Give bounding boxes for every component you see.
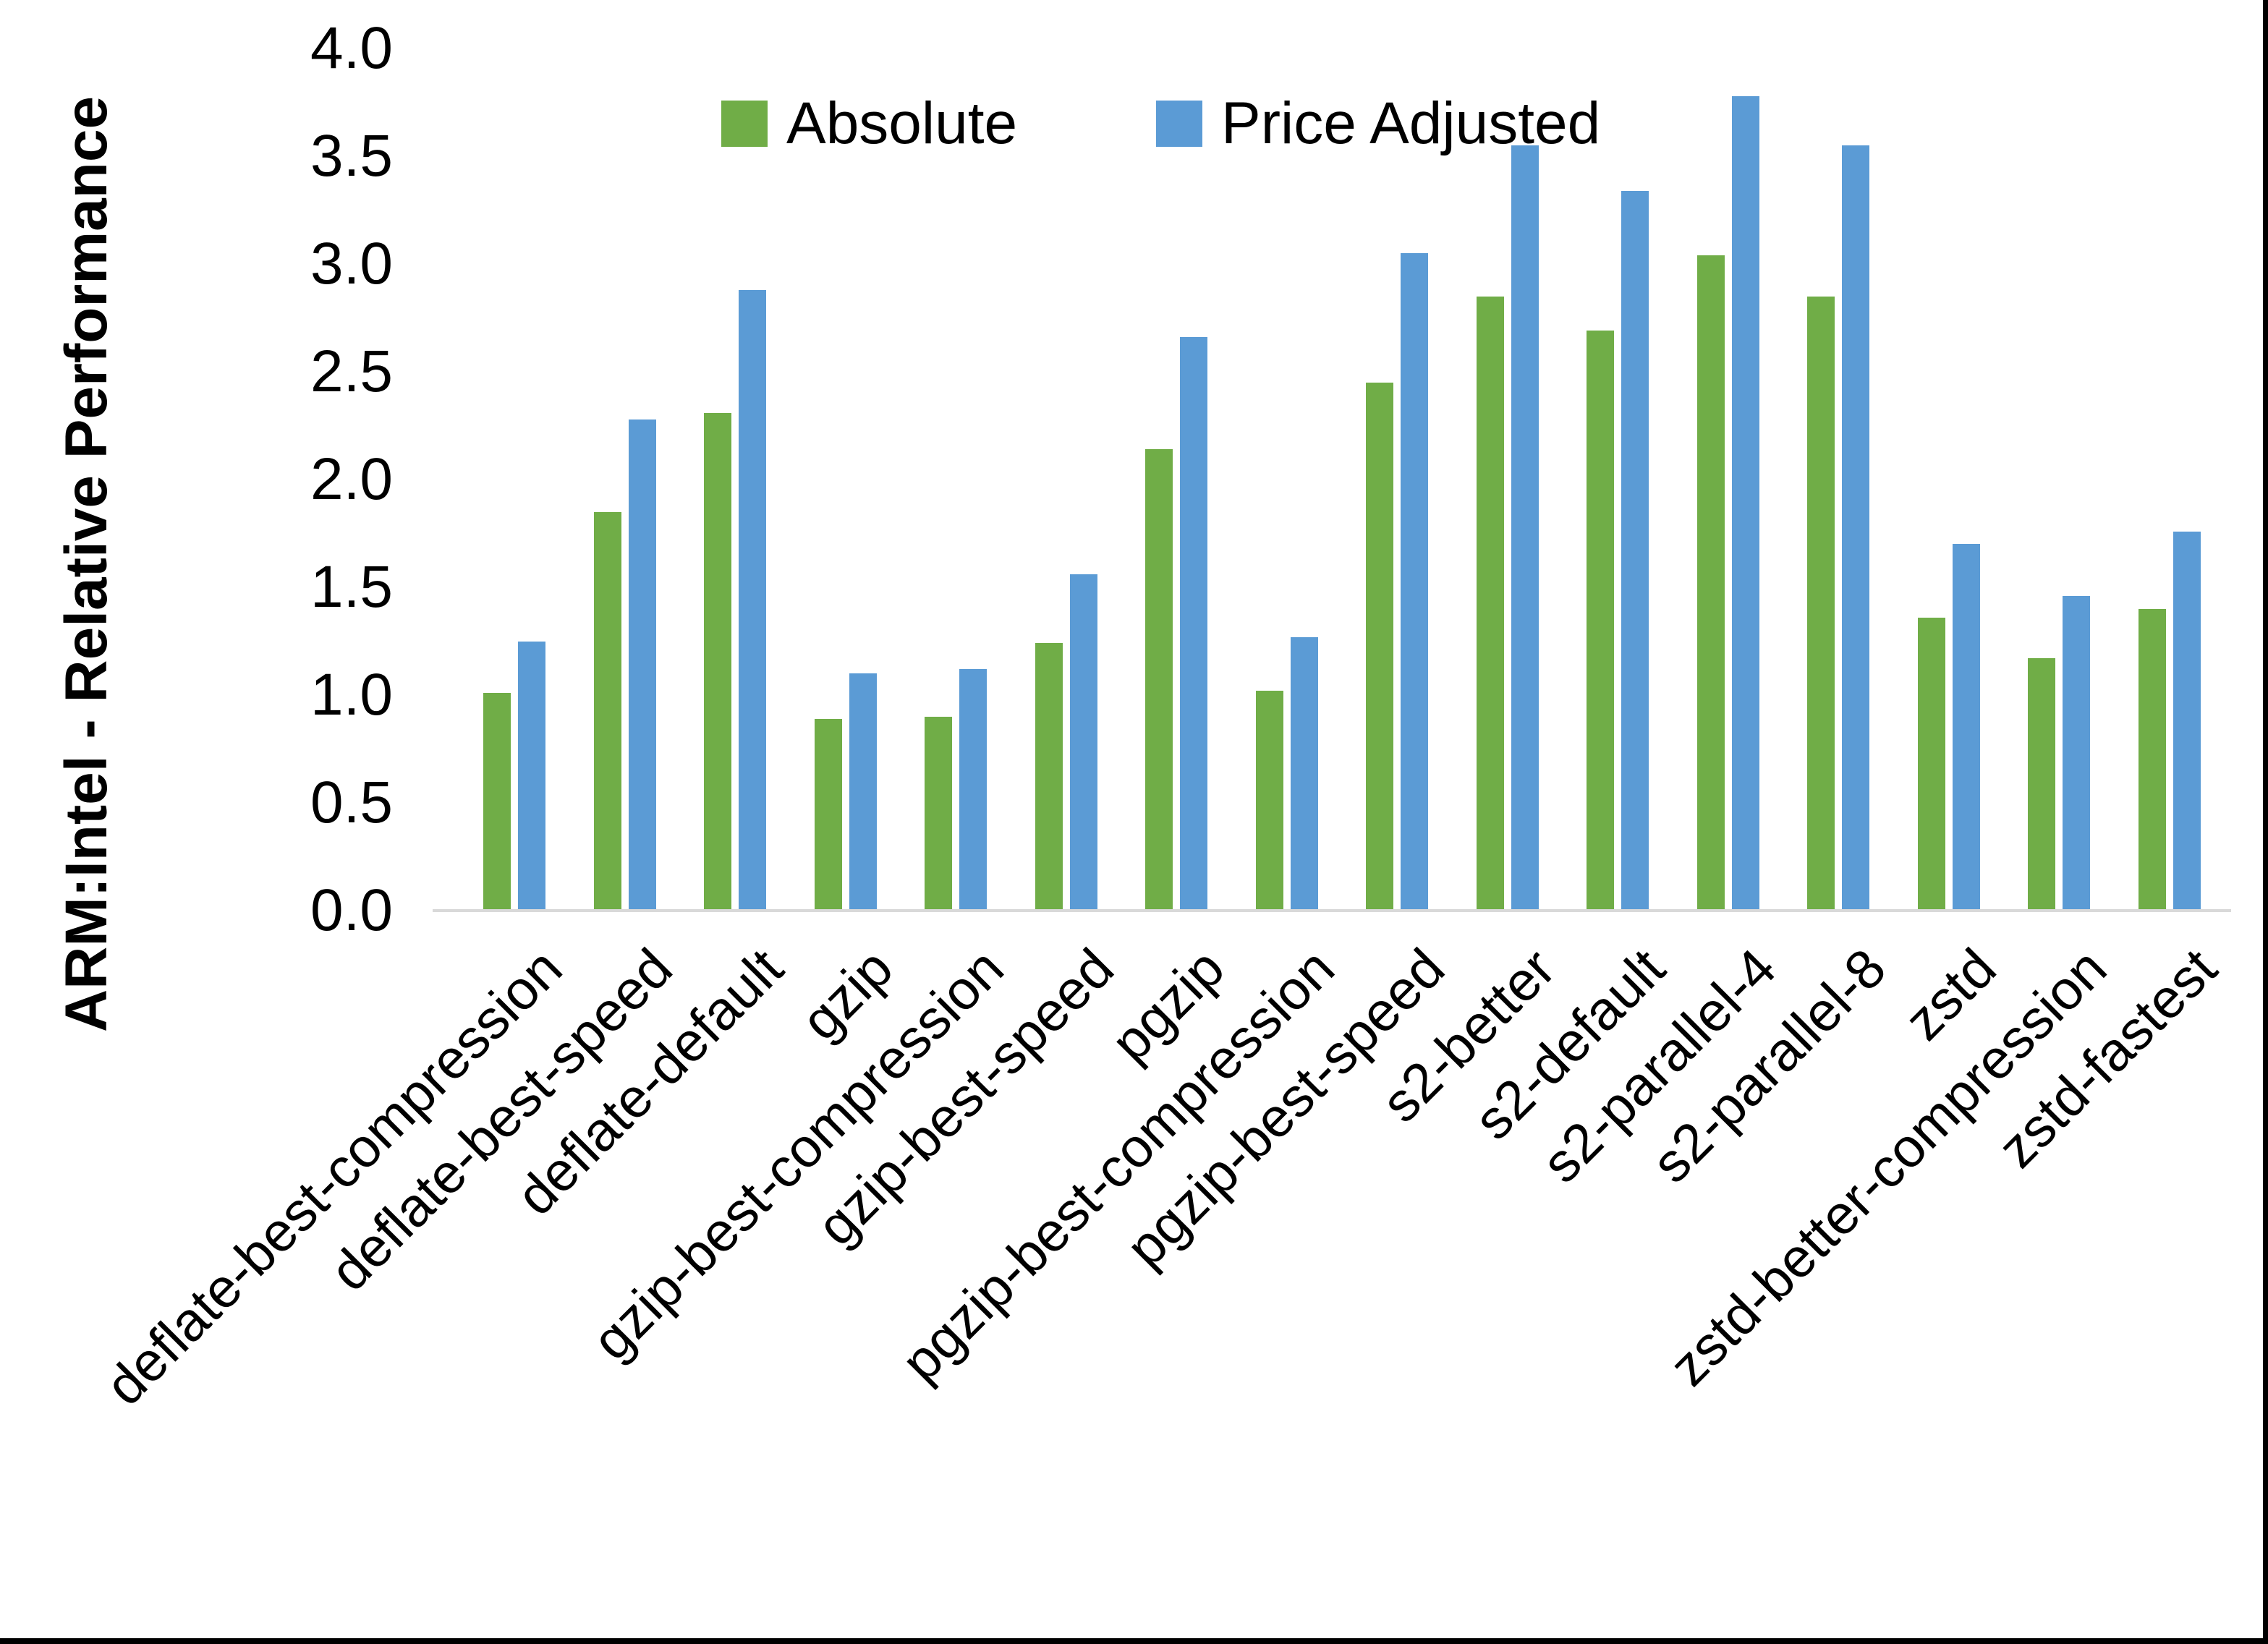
bar-price-adjusted-s2-better — [1511, 145, 1539, 911]
bar-group-pgzip-best-compression — [1232, 48, 1343, 911]
bar-price-adjusted-deflate-default — [739, 289, 767, 911]
y-tick-label-0.0: 0.0 — [310, 877, 393, 943]
bar-absolute-gzip — [814, 718, 842, 911]
bar-group-s2-better — [1453, 48, 1563, 911]
bar-group-gzip — [791, 48, 901, 911]
bar-price-adjusted-zstd-better-compression — [2063, 595, 2091, 911]
bar-absolute-gzip-best-speed — [1035, 643, 1063, 911]
bar-absolute-deflate-best-compression — [483, 693, 511, 911]
bar-price-adjusted-gzip — [849, 673, 877, 911]
bar-absolute-gzip-best-compression — [925, 716, 953, 911]
x-axis-line — [433, 909, 2231, 912]
bar-absolute-s2-default — [1587, 331, 1615, 911]
bar-group-zstd-better-compression — [2004, 48, 2115, 911]
plot-area — [459, 48, 2225, 911]
bar-price-adjusted-pgzip-best-compression — [1290, 636, 1318, 911]
bar-absolute-s2-parallel-4 — [1696, 255, 1725, 911]
bar-absolute-s2-better — [1476, 296, 1504, 911]
bar-price-adjusted-gzip-best-compression — [959, 669, 988, 911]
bar-absolute-s2-parallel-8 — [1807, 296, 1835, 911]
y-tick-label-0.5: 0.5 — [310, 770, 393, 835]
bar-price-adjusted-zstd-fastest — [2173, 531, 2201, 911]
bar-absolute-pgzip-best-speed — [1366, 382, 1394, 911]
bar-group-pgzip — [1121, 48, 1232, 911]
legend-swatch-absolute — [721, 101, 768, 147]
bar-price-adjusted-s2-parallel-4 — [1731, 95, 1759, 911]
legend-label-price-adjusted: Price Adjusted — [1221, 90, 1601, 156]
y-tick-label-3.0: 3.0 — [310, 231, 393, 297]
bar-price-adjusted-gzip-best-speed — [1069, 574, 1097, 911]
y-tick-label-4.0: 4.0 — [310, 15, 393, 81]
bar-price-adjusted-pgzip-best-speed — [1401, 253, 1429, 911]
bar-absolute-zstd-fastest — [2138, 608, 2166, 911]
bar-group-zstd-fastest — [2115, 48, 2225, 911]
legend-label-absolute: Absolute — [786, 90, 1018, 156]
bar-absolute-deflate-best-speed — [593, 511, 621, 911]
legend-item-absolute: Absolute — [721, 94, 1017, 153]
y-tick-label-2.5: 2.5 — [310, 338, 393, 404]
bar-absolute-pgzip-best-compression — [1255, 691, 1283, 911]
bar-group-s2-parallel-8 — [1783, 48, 1894, 911]
bar-absolute-pgzip — [1145, 449, 1173, 911]
bar-group-deflate-default — [680, 48, 791, 911]
y-tick-label-2.0: 2.0 — [310, 446, 393, 512]
bar-group-s2-parallel-4 — [1673, 48, 1784, 911]
bar-price-adjusted-zstd — [1952, 544, 1980, 911]
bar-group-gzip-best-compression — [901, 48, 1011, 911]
bar-group-deflate-best-compression — [459, 48, 570, 911]
y-tick-label-3.5: 3.5 — [310, 123, 393, 189]
bar-group-deflate-best-speed — [570, 48, 681, 911]
bar-absolute-zstd-better-compression — [2028, 658, 2056, 911]
bar-price-adjusted-pgzip — [1180, 337, 1208, 911]
bar-absolute-zstd — [1917, 617, 1945, 911]
bar-price-adjusted-deflate-best-speed — [628, 419, 656, 911]
bar-price-adjusted-s2-parallel-8 — [1842, 145, 1870, 911]
bar-absolute-deflate-default — [704, 412, 732, 911]
bar-group-gzip-best-speed — [1011, 48, 1122, 911]
bar-price-adjusted-deflate-best-compression — [518, 641, 546, 911]
y-tick-label-1.0: 1.0 — [310, 662, 393, 728]
bar-group-zstd — [1894, 48, 2005, 911]
legend-item-price-adjusted: Price Adjusted — [1156, 94, 1600, 153]
y-tick-label-1.5: 1.5 — [310, 554, 393, 620]
bar-price-adjusted-s2-default — [1621, 190, 1649, 911]
x-label-text-deflate-best-compression: deflate-best-compression — [93, 937, 574, 1418]
legend-swatch-price-adjusted — [1156, 101, 1202, 147]
bar-group-s2-default — [1563, 48, 1673, 911]
bar-group-pgzip-best-speed — [1342, 48, 1453, 911]
